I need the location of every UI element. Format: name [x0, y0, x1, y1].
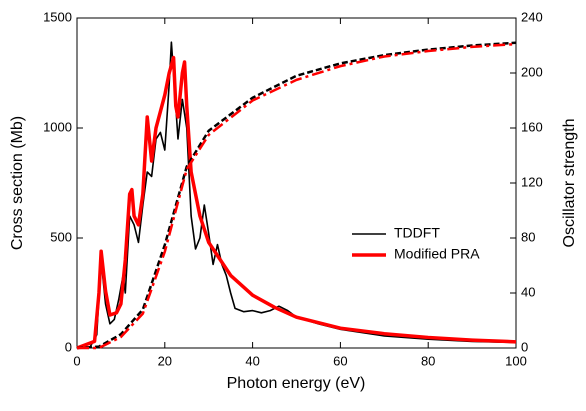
y-tick-label: 1000 [43, 119, 72, 134]
x-axis-label: Photon energy (eV) [227, 375, 366, 392]
legend-label: TDDFT [394, 225, 440, 241]
legend-label: Modified PRA [394, 246, 480, 262]
x-tick-label: 0 [73, 353, 80, 368]
y-tick-label: 0 [65, 339, 72, 354]
x-tick-label: 40 [245, 353, 259, 368]
y2-tick-label: 0 [521, 339, 528, 354]
y2-tick-label: 240 [521, 9, 543, 24]
x-tick-label: 20 [158, 353, 172, 368]
y-tick-label: 500 [50, 229, 72, 244]
y2-tick-label: 80 [521, 229, 535, 244]
y2-tick-label: 160 [521, 119, 543, 134]
y2-axis-label: Oscillator strength [561, 119, 578, 248]
y2-tick-label: 40 [521, 284, 535, 299]
x-tick-label: 80 [421, 353, 435, 368]
y-tick-label: 1500 [43, 9, 72, 24]
x-tick-label: 100 [505, 353, 527, 368]
y2-tick-label: 120 [521, 174, 543, 189]
y2-tick-label: 200 [521, 64, 543, 79]
series-line [76, 55, 517, 350]
x-tick-label: 60 [333, 353, 347, 368]
series-line [76, 41, 517, 350]
y-axis-label: Cross section (Mb) [9, 116, 26, 250]
series-line [77, 42, 517, 350]
